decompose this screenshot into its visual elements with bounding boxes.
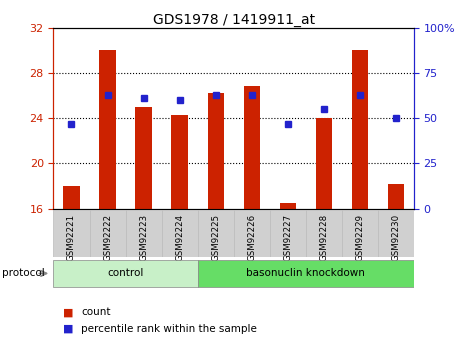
- Text: control: control: [107, 268, 144, 278]
- Bar: [352, 50, 368, 209]
- Bar: [135, 107, 152, 209]
- Text: count: count: [81, 307, 111, 317]
- Text: GSM92230: GSM92230: [392, 214, 400, 261]
- Bar: [63, 186, 80, 209]
- Text: basonuclin knockdown: basonuclin knockdown: [246, 268, 365, 278]
- Bar: [234, 210, 270, 257]
- Bar: [172, 115, 188, 209]
- Bar: [53, 210, 89, 257]
- Title: GDS1978 / 1419911_at: GDS1978 / 1419911_at: [153, 12, 315, 27]
- Text: ■: ■: [63, 307, 73, 317]
- Bar: [53, 260, 198, 287]
- Text: GSM92226: GSM92226: [247, 214, 256, 261]
- Text: GSM92223: GSM92223: [139, 214, 148, 261]
- Bar: [279, 203, 296, 209]
- Text: GSM92228: GSM92228: [319, 214, 328, 261]
- Text: GSM92225: GSM92225: [211, 214, 220, 261]
- Text: GSM92221: GSM92221: [67, 214, 76, 261]
- Text: GSM92222: GSM92222: [103, 214, 112, 261]
- Text: GSM92227: GSM92227: [283, 214, 292, 261]
- Bar: [198, 210, 233, 257]
- Bar: [100, 50, 116, 209]
- Bar: [378, 210, 414, 257]
- Bar: [89, 210, 126, 257]
- Bar: [162, 210, 198, 257]
- Bar: [388, 184, 404, 209]
- Bar: [306, 210, 342, 257]
- Text: ■: ■: [63, 324, 73, 334]
- Text: percentile rank within the sample: percentile rank within the sample: [81, 324, 257, 334]
- Bar: [207, 93, 224, 209]
- Bar: [244, 87, 260, 209]
- Text: GSM92229: GSM92229: [355, 214, 364, 261]
- Bar: [270, 210, 306, 257]
- Bar: [126, 210, 162, 257]
- Text: protocol: protocol: [2, 268, 45, 278]
- Bar: [342, 210, 378, 257]
- Text: GSM92224: GSM92224: [175, 214, 184, 261]
- Bar: [198, 260, 414, 287]
- Bar: [316, 118, 332, 209]
